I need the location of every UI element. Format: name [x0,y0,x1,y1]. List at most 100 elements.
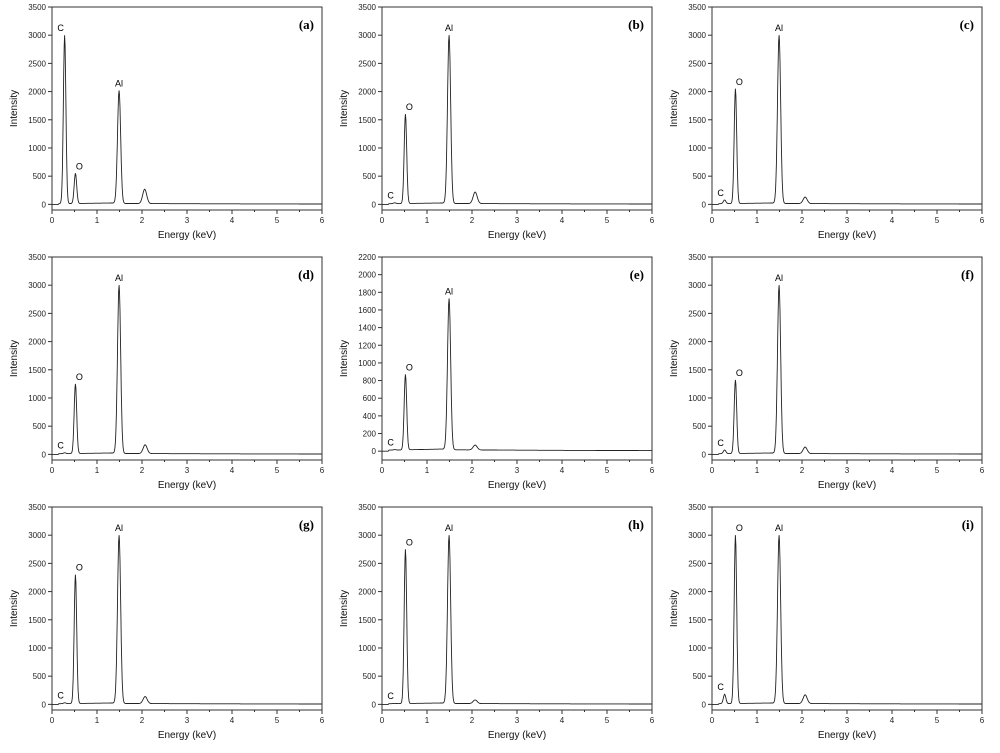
y-tick-label: 2000 [28,588,46,597]
spectrum-line [52,35,322,205]
y-tick-label: 1500 [688,616,706,625]
x-tick-label: 6 [980,216,985,225]
y-tick-label: 3000 [358,531,376,540]
y-tick-label: 500 [33,422,47,431]
x-tick-label: 3 [845,216,850,225]
x-tick-label: 2 [470,216,475,225]
y-tick-label: 1000 [358,644,376,653]
y-axis-label: Intensity [669,590,680,627]
plot-frame [711,256,983,461]
x-tick-label: 1 [425,716,430,725]
x-tick-label: 6 [650,466,655,475]
peak-label-o: O [76,372,83,382]
x-tick-label: 5 [935,716,940,725]
y-tick-label: 3000 [688,281,706,290]
spectrum-line [382,535,652,705]
y-tick-label: 2500 [688,559,706,568]
x-axis-label: Energy (keV) [158,230,216,241]
peak-label-c: C [57,23,64,33]
peak-label-o: O [736,77,743,87]
y-axis-label: Intensity [339,90,350,127]
x-tick-label: 0 [50,466,55,475]
x-tick-label: 6 [320,716,325,725]
x-tick-label: 2 [800,466,805,475]
panel-label: (g) [299,517,314,532]
y-tick-label: 1000 [28,144,46,153]
x-tick-label: 4 [890,716,895,725]
y-tick-label: 2500 [28,59,46,68]
peak-label-al: Al [775,523,783,533]
plot-frame [381,506,653,711]
x-tick-label: 2 [140,466,145,475]
x-tick-label: 2 [470,466,475,475]
x-tick-label: 4 [230,216,235,225]
y-tick-label: 2000 [688,338,706,347]
eds-chart-panel: 0 500 1000 1500 2000 2500 3000 3500 0 1 2 3 4 5 6 Energ… [339,3,655,241]
x-tick-label: 5 [605,216,610,225]
y-tick-label: 1500 [28,116,46,125]
y-tick-label: 2500 [358,59,376,68]
peak-label-al: Al [115,78,123,88]
peak-label-c: C [717,438,724,448]
x-tick-label: 4 [560,716,565,725]
y-tick-label: 3000 [28,31,46,40]
eds-chart-panel: 0 500 1000 1500 2000 2500 3000 3500 0 1 2 3 4 5 6 Energ… [669,3,985,241]
x-tick-label: 4 [230,716,235,725]
y-tick-label: 2000 [358,588,376,597]
y-tick-label: 500 [693,422,707,431]
x-tick-label: 3 [185,716,190,725]
y-tick-label: 1500 [28,366,46,375]
y-axis-label: Intensity [669,340,680,377]
x-axis-label: Energy (keV) [488,480,546,491]
x-tick-label: 1 [425,216,430,225]
x-tick-label: 1 [95,716,100,725]
y-axis-label: Intensity [9,590,20,627]
peak-label-al: Al [445,23,453,33]
x-tick-label: 6 [650,216,655,225]
plot-frame [51,6,323,211]
spectrum-line [52,285,322,455]
y-tick-label: 0 [372,700,377,709]
x-tick-label: 0 [710,466,715,475]
y-axis-label: Intensity [339,590,350,627]
x-tick-label: 2 [140,716,145,725]
y-tick-label: 3500 [688,503,706,512]
x-tick-label: 6 [320,466,325,475]
peak-label-c: C [57,691,64,701]
y-tick-label: 1000 [358,359,376,368]
y-tick-label: 3500 [28,503,46,512]
y-tick-label: 500 [693,672,707,681]
peak-label-o: O [736,368,743,378]
panel-label: (h) [628,517,644,532]
peak-label-c: C [57,441,64,451]
peak-label-al: Al [775,273,783,283]
y-axis-label: Intensity [9,340,20,377]
y-tick-label: 1000 [28,644,46,653]
y-tick-label: 3500 [688,3,706,12]
spectrum-line [712,35,982,205]
x-tick-label: 3 [515,716,520,725]
peak-label-al: Al [445,523,453,533]
x-tick-label: 1 [755,466,760,475]
eds-chart-panel: 0 500 1000 1500 2000 2500 3000 3500 0 1 2 3 4 5 6 Energ… [9,3,325,241]
x-tick-label: 2 [470,716,475,725]
x-tick-label: 2 [140,216,145,225]
eds-chart-panel: 0 500 1000 1500 2000 2500 3000 3500 0 1 2 3 4 5 6 Energ… [9,503,325,741]
x-tick-label: 2 [800,216,805,225]
y-tick-label: 2000 [688,588,706,597]
peak-label-o: O [406,537,413,547]
y-tick-label: 3500 [28,253,46,262]
x-tick-label: 0 [380,716,385,725]
eds-chart-panel: 0 500 1000 1500 2000 2500 3000 3500 0 1 2 3 4 5 6 Energ… [669,503,985,741]
y-tick-label: 2500 [688,59,706,68]
y-tick-label: 3500 [688,253,706,262]
y-tick-label: 1000 [28,394,46,403]
y-tick-label: 500 [33,172,47,181]
y-axis-label: Intensity [9,90,20,127]
y-tick-label: 3000 [688,31,706,40]
x-axis-label: Energy (keV) [818,230,876,241]
y-tick-label: 2500 [688,309,706,318]
x-tick-label: 4 [560,466,565,475]
y-tick-label: 1500 [688,116,706,125]
y-tick-label: 500 [33,672,47,681]
